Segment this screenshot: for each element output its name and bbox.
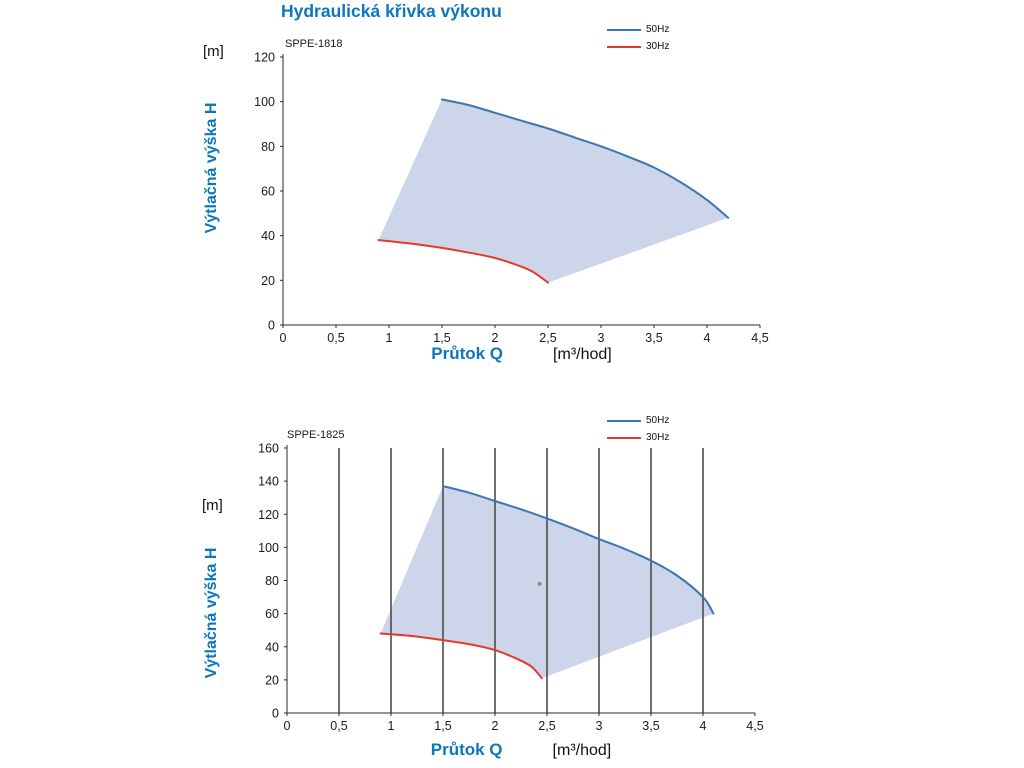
stray-dot bbox=[537, 581, 542, 586]
chart1-legend-label-30hz: 30Hz bbox=[646, 41, 670, 52]
y-tick-label: 120 bbox=[254, 51, 275, 65]
x-tick-label: 4,5 bbox=[751, 331, 768, 345]
series-30hz-curve bbox=[379, 632, 543, 680]
chart1-model-label: SPPE-1818 bbox=[285, 38, 343, 50]
chart1-y-unit: [m] bbox=[203, 43, 224, 60]
page-title: Hydraulická křivka výkonu bbox=[281, 1, 502, 21]
series-50hz-curve bbox=[442, 485, 715, 615]
operating-envelope bbox=[378, 99, 729, 283]
chart2-legend: 50Hz 30Hz bbox=[607, 416, 669, 443]
y-tick-label: 80 bbox=[261, 140, 275, 154]
x-tick-label: 4,5 bbox=[746, 719, 763, 733]
y-tick-label: 160 bbox=[258, 442, 279, 456]
chart1-x-axis-title: Průtok Q bbox=[431, 344, 504, 363]
x-tick-label: 0 bbox=[280, 331, 287, 345]
chart1-legend-item-50hz: 50Hz bbox=[607, 25, 669, 35]
chart1-legend-item-30hz: 30Hz bbox=[607, 42, 669, 52]
y-tick-label: 40 bbox=[261, 229, 275, 243]
chart2-x-axis-title: Průtok Q bbox=[430, 740, 503, 759]
chart1-legend-label-50hz: 50Hz bbox=[646, 24, 670, 35]
x-tick-label: 1,5 bbox=[434, 719, 451, 733]
y-tick-label: 0 bbox=[272, 707, 279, 721]
x-tick-label: 1,5 bbox=[433, 331, 450, 345]
y-tick-label: 140 bbox=[258, 475, 279, 489]
x-tick-label: 2,5 bbox=[538, 719, 555, 733]
chart2-legend-item-30hz: 30Hz bbox=[607, 433, 669, 443]
y-tick-label: 80 bbox=[265, 574, 279, 588]
chart2-y-unit: [m] bbox=[202, 497, 223, 514]
chart2-legend-label-30hz: 30Hz bbox=[646, 432, 670, 443]
legend-line-30hz-icon bbox=[607, 437, 641, 439]
y-tick-label: 60 bbox=[261, 185, 275, 199]
y-tick-label: 120 bbox=[258, 508, 279, 522]
chart2-x-unit: [m³/hod] bbox=[552, 742, 612, 759]
legend-line-50hz-icon bbox=[607, 29, 641, 31]
legend-line-30hz-icon bbox=[607, 46, 641, 48]
x-tick-label: 1 bbox=[386, 331, 393, 345]
y-tick-label: 60 bbox=[265, 607, 279, 621]
x-tick-label: 0,5 bbox=[327, 331, 344, 345]
chart-plot-2: 0 0,5 1 1,5 2 2,5 3 3,5 4 4,5 0 20 40 60 80 100 120 140 16… bbox=[258, 442, 764, 734]
y-tick-label: 20 bbox=[261, 274, 275, 288]
chart1-y-axis-title: Výtlačná výška H bbox=[203, 102, 220, 234]
y-tick-label: 40 bbox=[265, 640, 279, 654]
x-tick-label: 3 bbox=[596, 719, 603, 733]
chart2-y-axis-title: Výtlačná výška H bbox=[203, 547, 220, 679]
chart2-legend-label-50hz: 50Hz bbox=[646, 415, 670, 426]
x-tick-label: 4 bbox=[704, 331, 711, 345]
x-tick-label: 4 bbox=[700, 719, 707, 733]
x-tick-label: 2,5 bbox=[539, 331, 556, 345]
x-tick-label: 3 bbox=[598, 331, 605, 345]
y-tick-label: 0 bbox=[268, 319, 275, 333]
y-tick-label: 100 bbox=[254, 95, 275, 109]
x-tick-label: 0 bbox=[284, 719, 291, 733]
series-50hz-curve bbox=[441, 98, 730, 219]
chart-plot-1: 0 0,5 1 1,5 2 2,5 3 3,5 4 4,5 0 20 40 60 80 100 120 bbox=[254, 51, 769, 346]
x-tick-label: 3,5 bbox=[642, 719, 659, 733]
chart1-legend: 50Hz 30Hz bbox=[607, 25, 669, 52]
series-30hz-curve bbox=[377, 239, 549, 284]
x-tick-label: 1 bbox=[388, 719, 395, 733]
chart2-model-label: SPPE-1825 bbox=[287, 429, 345, 441]
x-tick-label: 0,5 bbox=[330, 719, 347, 733]
chart2-legend-item-50hz: 50Hz bbox=[607, 416, 669, 426]
chart2-x-axis-title-row: Průtok Q [m³/hod] bbox=[287, 740, 755, 760]
y-tick-label: 20 bbox=[265, 673, 279, 687]
chart1-x-unit: [m³/hod] bbox=[553, 346, 612, 363]
y-tick-label: 100 bbox=[258, 541, 279, 555]
x-tick-label: 2 bbox=[492, 719, 499, 733]
x-tick-label: 3,5 bbox=[645, 331, 662, 345]
legend-line-50hz-icon bbox=[607, 420, 641, 422]
chart1-x-axis-title-row: Průtok Q [m³/hod] bbox=[283, 344, 760, 364]
x-tick-label: 2 bbox=[492, 331, 499, 345]
